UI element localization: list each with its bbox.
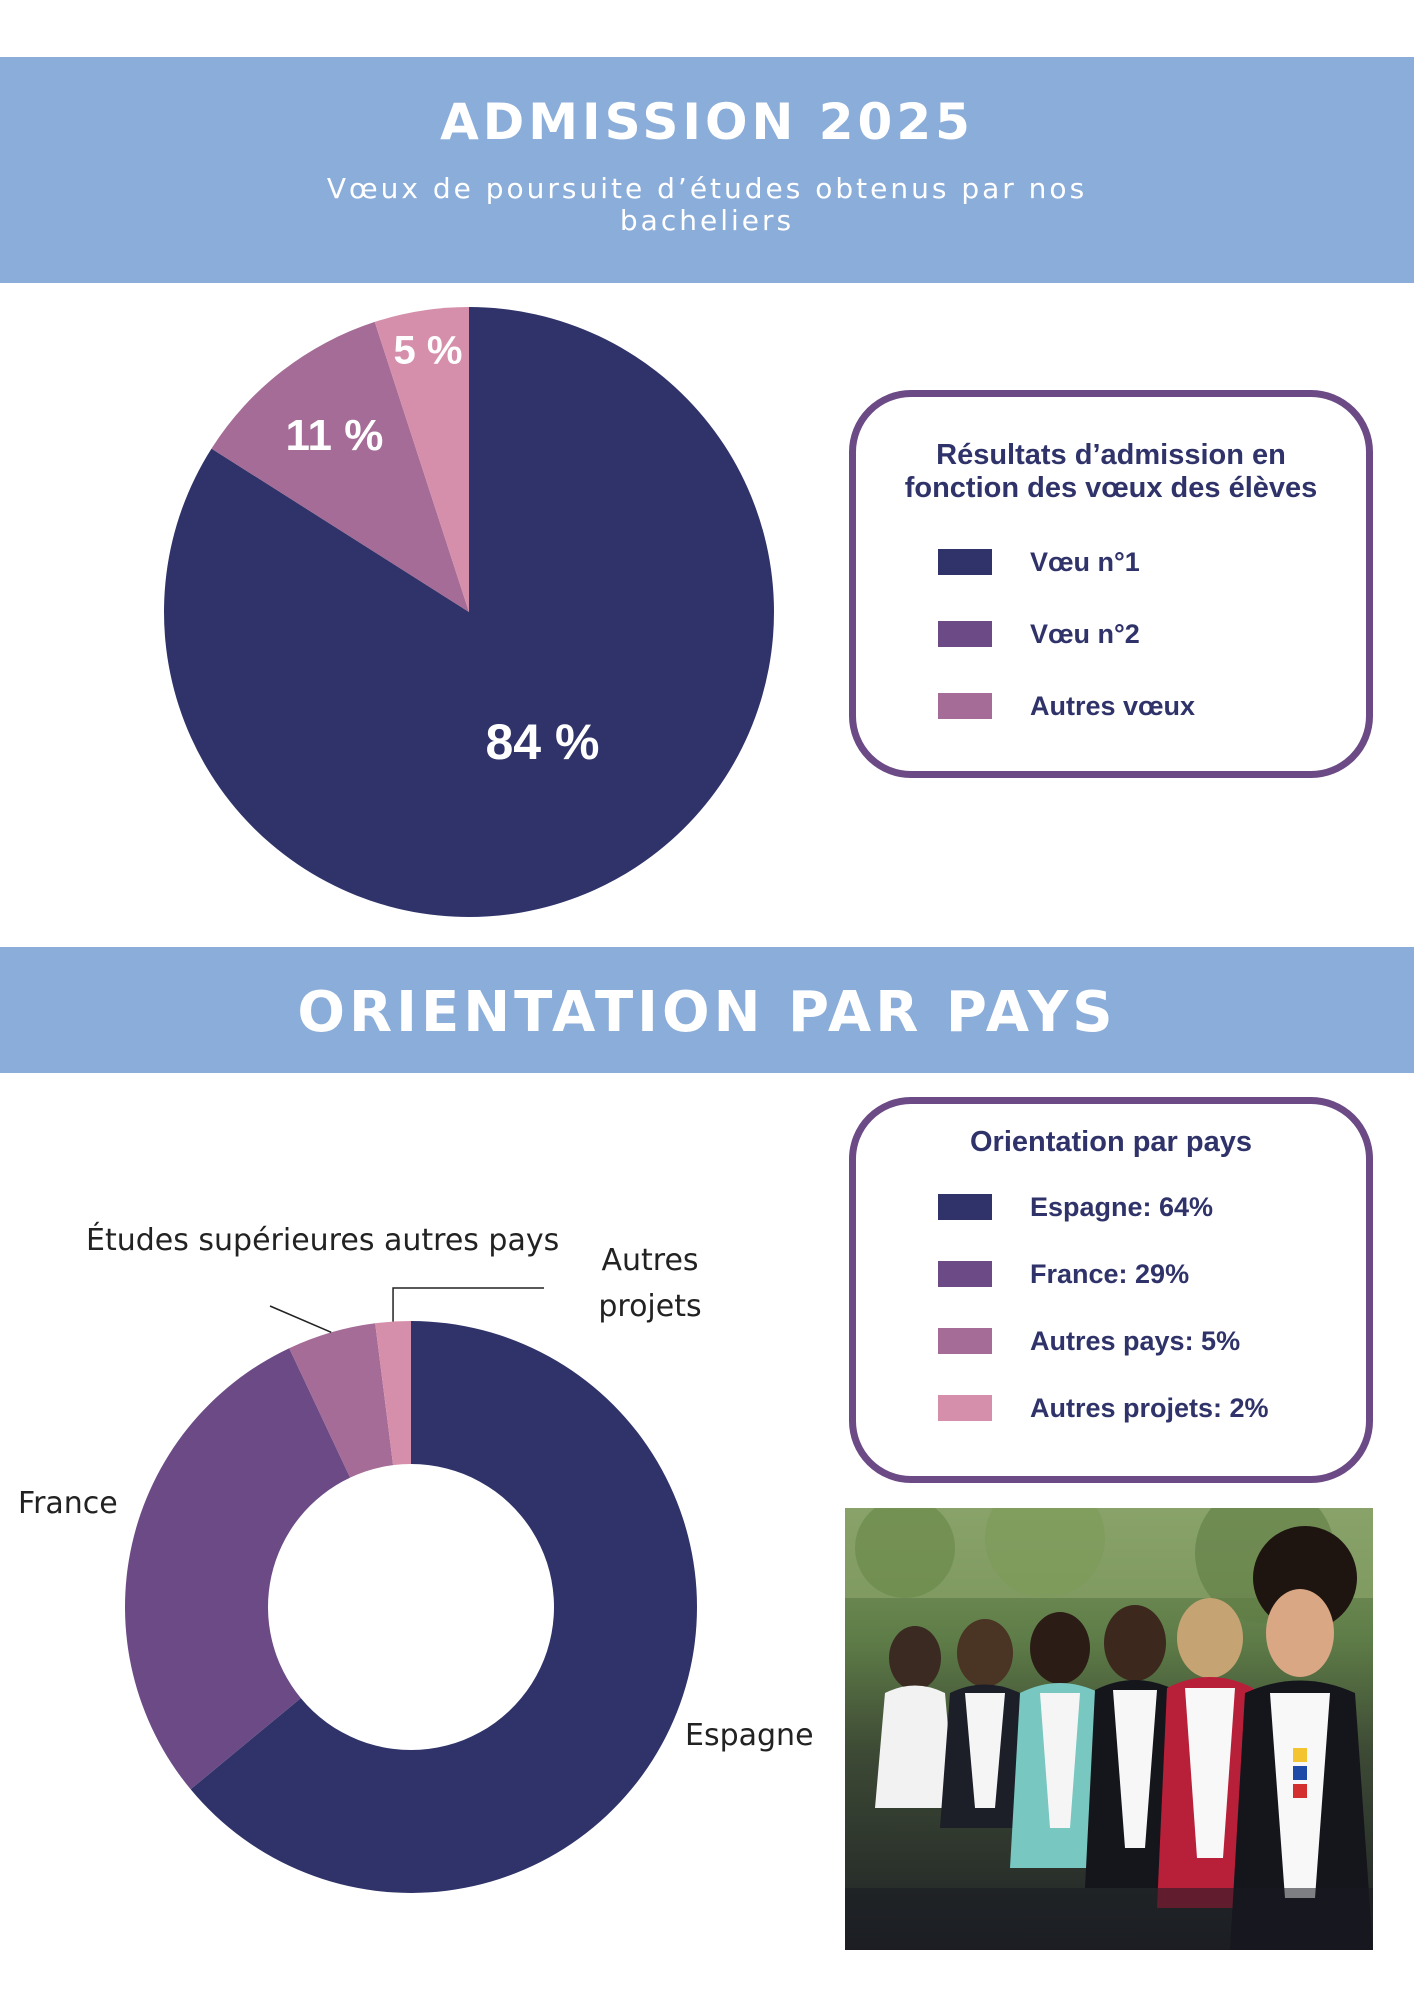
legend-admission-title: Résultats d’admission en fonction des vœ… <box>904 439 1318 504</box>
donut-slice <box>289 1323 394 1478</box>
donut-slice-label: Espagne <box>685 1718 814 1753</box>
legend-label: Vœu n°1 <box>1030 547 1140 577</box>
section-title: ORIENTATION PAR PAYS <box>297 980 1117 1045</box>
leader-line <box>269 1305 332 1334</box>
donut-slice-label: Autres projets <box>598 1243 701 1324</box>
legend-swatch <box>938 1395 992 1421</box>
legend-orientation-title: Orientation par pays <box>969 1126 1252 1158</box>
pie-data-label: 5 % <box>393 328 462 372</box>
header-band: ADMISSION 2025 Vœux de poursuite d’étude… <box>0 57 1414 283</box>
legend-swatch <box>938 1328 992 1354</box>
legend-swatch <box>938 621 992 647</box>
legend-swatch <box>938 1194 992 1220</box>
legend-label: France: 29% <box>1030 1259 1190 1289</box>
legend-label: Autres projets: 2% <box>1030 1393 1269 1423</box>
donut-slice <box>190 1320 698 1893</box>
pie-data-label: 84 % <box>485 714 599 770</box>
donut-slice <box>375 1321 411 1466</box>
legend-swatch <box>938 693 992 719</box>
section-band: ORIENTATION PAR PAYS <box>0 947 1414 1073</box>
pie-data-label: 11 % <box>285 411 383 460</box>
donut-slice <box>125 1348 351 1790</box>
page-title: ADMISSION 2025 <box>440 93 974 151</box>
legend-label: Vœu n°2 <box>1030 619 1140 649</box>
legend-admission: Résultats d’admission en fonction des vœ… <box>849 390 1373 778</box>
legend-swatch <box>938 1261 992 1287</box>
legend-label: Autres vœux <box>1030 691 1196 721</box>
pie-slice <box>211 321 469 612</box>
donut-slice-label: France <box>18 1486 118 1521</box>
pie-slice <box>374 307 469 612</box>
legend-label: Espagne: 64% <box>1030 1192 1214 1222</box>
pie-slice <box>163 307 774 917</box>
page-subtitle: Vœux de poursuite d’études obtenus par n… <box>326 172 1088 237</box>
legend-swatch <box>938 549 992 575</box>
legend-label: Autres pays: 5% <box>1030 1326 1241 1356</box>
donut-slice-label: Études supérieures autres pays <box>86 1222 559 1258</box>
legend-orientation: Orientation par pays Espagne: 64% France:… <box>849 1097 1373 1483</box>
leader-line <box>392 1287 544 1322</box>
graduates-photo-icon <box>845 1508 1373 1950</box>
